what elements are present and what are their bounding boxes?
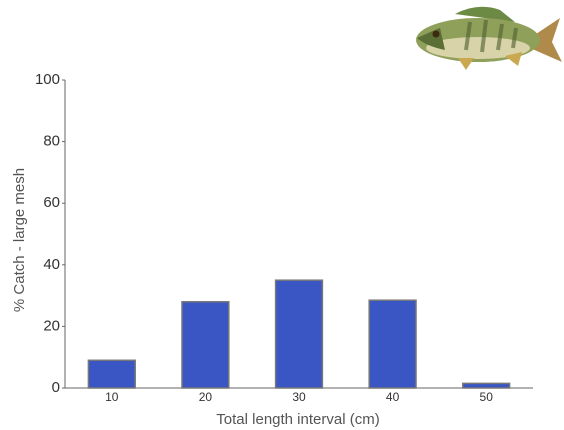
bar <box>368 299 417 389</box>
x-tick-label: 10 <box>105 390 119 404</box>
y-tick-label: 60 <box>43 194 60 211</box>
x-tick-label: 20 <box>199 390 213 404</box>
y-tick-label: 0 <box>52 379 60 396</box>
x-tick-label: 30 <box>292 390 306 404</box>
y-tick-label: 100 <box>35 71 60 88</box>
y-tick-label: 40 <box>43 256 60 273</box>
bar <box>181 301 230 389</box>
x-axis-label: Total length interval (cm) <box>216 411 379 428</box>
x-tick-label: 40 <box>386 390 400 404</box>
bar <box>274 279 324 389</box>
y-axis-label: % Catch - large mesh <box>11 168 28 312</box>
y-tick-label: 80 <box>43 133 60 150</box>
bar <box>462 382 511 389</box>
bar <box>87 359 136 389</box>
x-tick-label: 50 <box>480 390 494 404</box>
fish-illustration <box>416 6 562 70</box>
y-tick-label: 20 <box>43 317 60 334</box>
